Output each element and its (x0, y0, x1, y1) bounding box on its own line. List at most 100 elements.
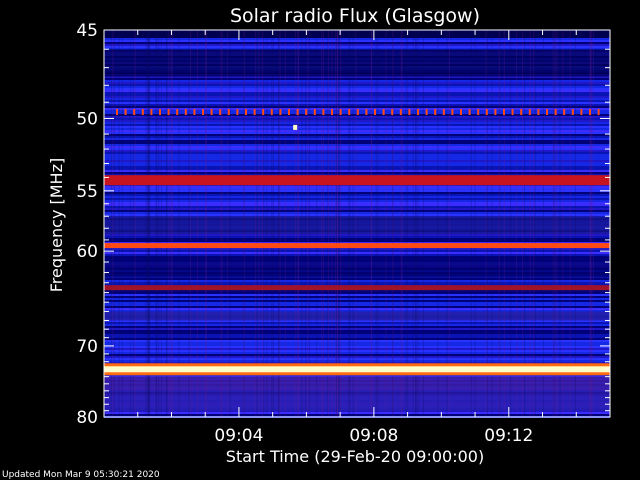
spectrogram-row (104, 96, 610, 98)
spectrogram-region (104, 390, 610, 411)
interference-dot (374, 109, 376, 116)
spectrogram-row (104, 342, 610, 344)
spectrogram-texture (156, 30, 158, 417)
spectrogram-texture (147, 30, 149, 417)
spectrogram-texture (405, 30, 407, 417)
spectrogram-row (104, 154, 610, 156)
spectrogram-texture (556, 30, 558, 417)
spectrogram-texture (110, 30, 112, 417)
spectrogram-texture (178, 30, 180, 417)
spectrogram-texture (229, 30, 231, 417)
spectrogram-texture (446, 30, 448, 417)
spectrogram-row (104, 78, 610, 80)
spectrogram-row (104, 126, 610, 128)
spectrogram-texture (263, 30, 265, 417)
y-tick-label: 55 (76, 182, 98, 202)
spectrogram-texture (278, 30, 280, 417)
spectrogram-row (104, 330, 610, 332)
spectrogram-texture (336, 30, 338, 417)
spectrogram-row (104, 260, 610, 262)
spectrogram-texture (377, 30, 379, 417)
spectrogram-row (104, 130, 610, 132)
spectrogram-row (104, 344, 610, 346)
spectrogram-row (104, 146, 610, 148)
spectrogram-row (104, 300, 610, 302)
spectrogram-texture (170, 30, 172, 417)
spectrogram-region (104, 376, 610, 391)
spectrogram-row (104, 164, 610, 166)
spectrogram-texture (552, 30, 554, 417)
interference-dot (571, 109, 574, 116)
interference-dot (442, 109, 445, 116)
interference-dot (279, 109, 282, 116)
spectrogram-texture (370, 30, 372, 417)
spectrogram-row (104, 38, 610, 40)
spectrogram-row (104, 120, 610, 122)
x-axis-label: Start Time (29-Feb-20 09:00:00) (226, 447, 484, 466)
spectrogram-texture (574, 30, 576, 417)
spectrogram-row (104, 82, 610, 84)
interference-dot (253, 109, 256, 116)
spectrogram-row (104, 414, 610, 416)
spectrogram-region (104, 49, 610, 77)
interference-dot (451, 109, 454, 116)
interference-dot (270, 109, 273, 116)
emission-band (104, 285, 610, 291)
emission-band (104, 243, 610, 249)
spectrogram-row (104, 320, 610, 322)
spectrogram-texture (415, 30, 417, 417)
interference-dot (339, 109, 342, 116)
spectrogram-row (104, 292, 610, 294)
spectrogram-row (104, 152, 610, 154)
spectrogram-row (104, 142, 610, 144)
interference-dot (425, 109, 428, 116)
spectrogram-row (104, 186, 610, 188)
interference-dot (365, 109, 368, 116)
spectrogram-texture (400, 30, 402, 417)
spectrogram-row (104, 258, 610, 260)
spectrogram-row (104, 46, 610, 48)
spectrogram-texture (129, 30, 131, 417)
interference-dot (116, 109, 118, 116)
interference-dot (167, 109, 170, 116)
spectrogram-row (104, 150, 610, 152)
spectrogram-texture (542, 30, 544, 417)
spectrogram-row (104, 348, 610, 350)
spectrogram-row (104, 360, 610, 362)
spectrogram-texture (340, 30, 342, 417)
interference-dot (580, 109, 583, 116)
y-tick-label: 50 (76, 109, 98, 129)
spectrogram-row (104, 238, 610, 240)
interference-dot (331, 109, 333, 116)
interference-dot (322, 109, 325, 116)
interference-dot (528, 109, 531, 116)
spectrogram-texture (349, 30, 351, 417)
spectrogram-texture (148, 30, 150, 417)
y-tick-label: 45 (76, 21, 98, 41)
interference-dot (399, 109, 402, 116)
interference-dot (184, 109, 187, 116)
spectrogram-row (104, 208, 610, 210)
spectrogram-row (104, 352, 610, 354)
spectrogram-row (104, 196, 610, 198)
interference-dot (245, 109, 247, 116)
y-axis: 45 50 55 60 70 80 (76, 21, 610, 428)
interference-dot (176, 109, 179, 116)
y-tick-label: 60 (76, 242, 98, 262)
spectrogram-texture (205, 30, 207, 417)
interference-dot (485, 109, 488, 116)
spectrogram-texture (134, 30, 136, 417)
spectrogram-row (104, 358, 610, 360)
spectrogram-texture (336, 30, 338, 417)
interference-dot (391, 109, 394, 116)
spectrogram-row (104, 336, 610, 338)
spectrogram-texture (371, 30, 373, 417)
spectrogram-texture (171, 30, 173, 417)
spectrogram-texture (266, 30, 268, 417)
spectrogram-row (104, 88, 610, 90)
spectrogram-row (104, 32, 610, 34)
y-axis-label: Frequency [MHz] (47, 158, 66, 292)
spectrogram-row (104, 134, 610, 136)
spectrogram-texture (322, 30, 324, 417)
spectrogram-texture (279, 30, 281, 417)
